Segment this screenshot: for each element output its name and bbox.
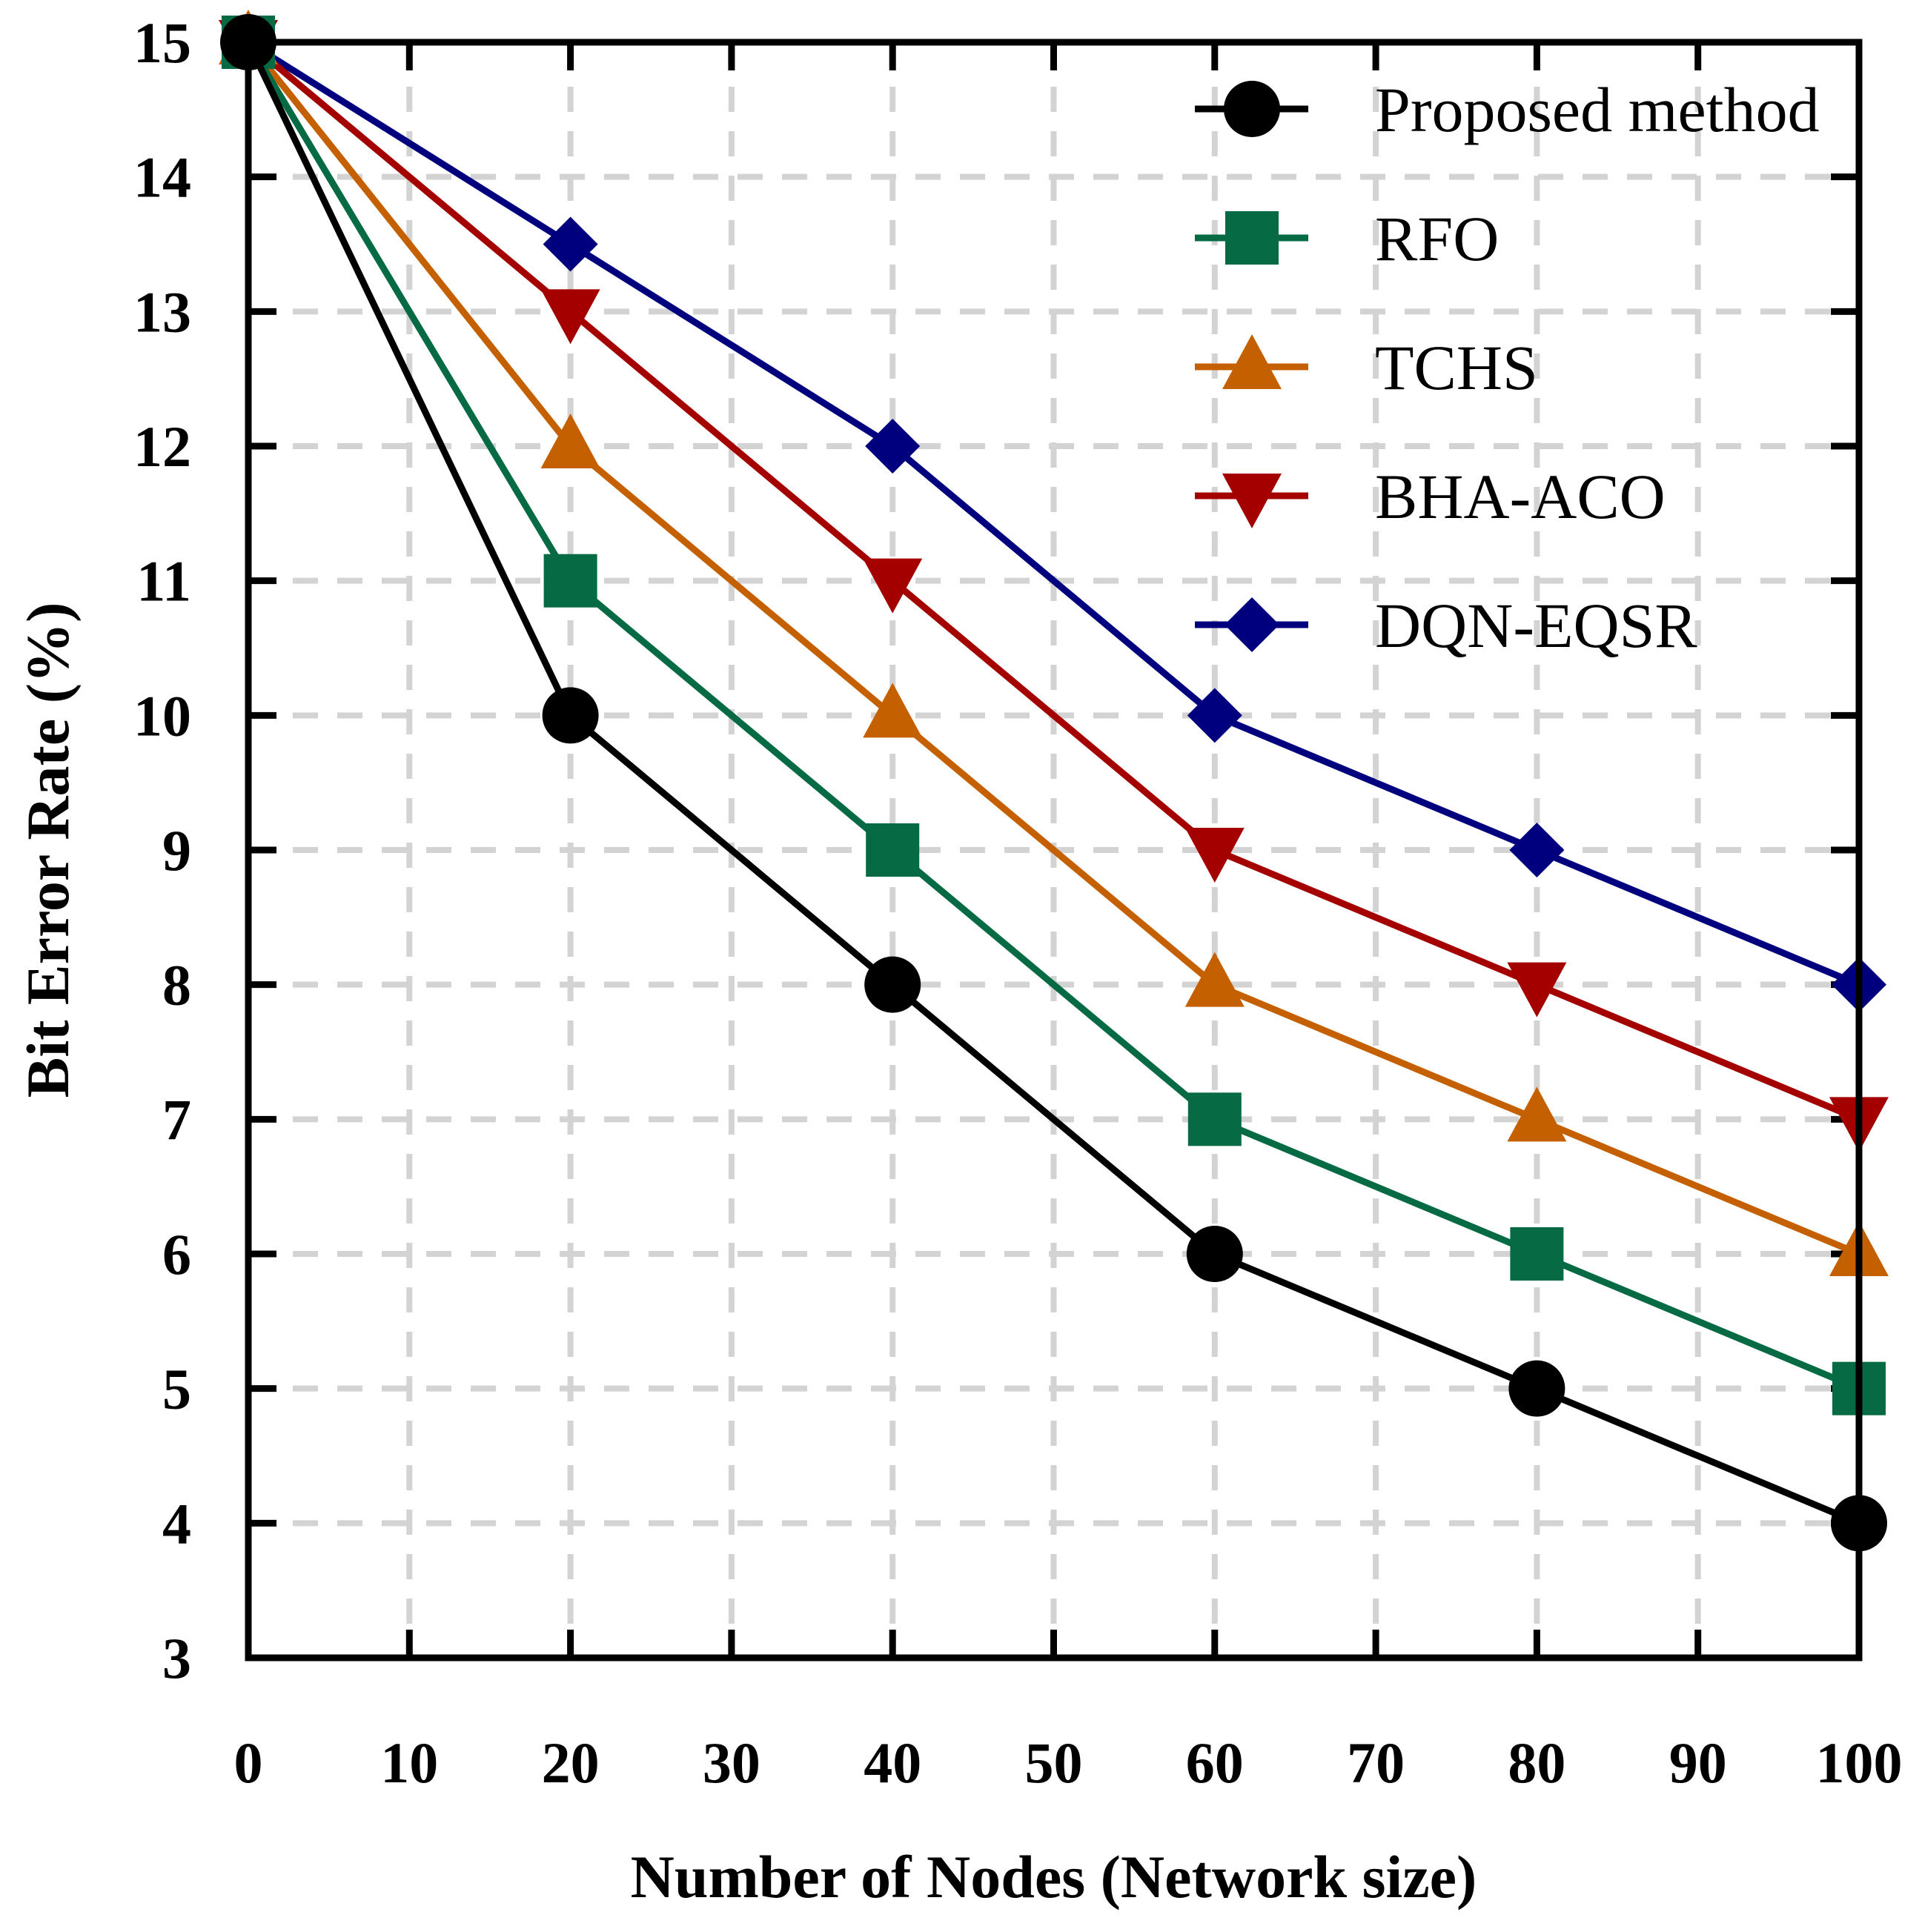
- series-line: [246, 39, 1860, 988]
- data-point: [864, 956, 921, 1013]
- legend-entry: TCHS: [1195, 332, 1538, 403]
- y-tick-label: 15: [133, 10, 191, 75]
- y-tick-label: 14: [133, 145, 191, 210]
- x-tick-label: 0: [234, 1730, 263, 1795]
- y-tick-label: 8: [162, 953, 191, 1018]
- y-tick-label: 7: [162, 1087, 191, 1152]
- legend-label: Proposed method: [1375, 74, 1820, 145]
- data-point: [540, 289, 600, 345]
- legend: Proposed method RFO TCHS BHA-ACO DQN-EQSR: [1195, 74, 1820, 661]
- x-axis-title: Number of Nodes (Network size): [631, 1843, 1477, 1911]
- legend-entry: Proposed method: [1195, 74, 1820, 145]
- x-tick-label: 10: [380, 1730, 438, 1795]
- y-tick-label: 12: [133, 414, 191, 479]
- x-tick-label: 80: [1508, 1730, 1565, 1795]
- x-tick-label: 60: [1186, 1730, 1244, 1795]
- y-axis-title: Bit Error Rate (%): [14, 602, 82, 1098]
- series-line: [245, 40, 1860, 1392]
- legend-marker: [1224, 81, 1280, 137]
- y-tick-label: 4: [162, 1491, 191, 1556]
- x-tick-label: 40: [864, 1730, 921, 1795]
- data-point: [1507, 1086, 1567, 1142]
- legend-entry: RFO: [1195, 203, 1499, 274]
- legend-entry: BHA-ACO: [1195, 461, 1666, 532]
- data-point: [1508, 1360, 1565, 1417]
- y-tick-label: 13: [133, 279, 191, 344]
- data-point: [1509, 823, 1565, 877]
- legend-marker: [1225, 597, 1279, 652]
- data-point: [540, 414, 600, 468]
- data-point: [866, 823, 920, 877]
- data-point: [1510, 1227, 1564, 1281]
- data-point: [863, 683, 923, 738]
- data-point: [542, 687, 599, 744]
- x-tick-label: 30: [703, 1730, 760, 1795]
- legend-label: DQN-EQSR: [1375, 590, 1697, 661]
- x-tick-label: 20: [542, 1730, 600, 1795]
- legend-marker: [1225, 211, 1279, 265]
- plot-frame: [245, 39, 1863, 1662]
- legend-marker: [1222, 334, 1282, 389]
- legend-marker: [1222, 474, 1282, 528]
- data-point: [863, 558, 923, 614]
- series-line: [245, 40, 1860, 1258]
- legend-entry: DQN-EQSR: [1195, 590, 1697, 661]
- y-tick-label: 6: [162, 1222, 191, 1287]
- x-tick-label: 50: [1025, 1730, 1083, 1795]
- legend-label: RFO: [1375, 203, 1499, 274]
- x-axis-ticks: 0 10 20 30 40 50 60 70 80 90 100: [234, 42, 1903, 1795]
- series-line: [245, 41, 1860, 1527]
- data-point: [865, 419, 921, 474]
- data-point: [1186, 1226, 1243, 1282]
- y-tick-label: 11: [136, 549, 191, 614]
- legend-label: BHA-ACO: [1375, 461, 1666, 532]
- x-tick-label: 90: [1669, 1730, 1727, 1795]
- data-point: [543, 554, 597, 608]
- x-tick-label: 100: [1816, 1730, 1903, 1795]
- data-point: [543, 216, 598, 272]
- series-line: [246, 39, 1860, 1123]
- legend-label: TCHS: [1375, 332, 1538, 403]
- data-point: [1184, 828, 1245, 883]
- data-point: [1187, 688, 1242, 743]
- data-point: [1187, 1092, 1242, 1146]
- y-tick-label: 9: [162, 818, 191, 883]
- y-tick-label: 10: [133, 683, 191, 748]
- x-tick-label: 70: [1347, 1730, 1405, 1795]
- data-point: [1507, 962, 1567, 1018]
- data-point: [1184, 952, 1245, 1007]
- y-tick-label: 3: [162, 1626, 191, 1690]
- y-tick-label: 5: [162, 1357, 191, 1421]
